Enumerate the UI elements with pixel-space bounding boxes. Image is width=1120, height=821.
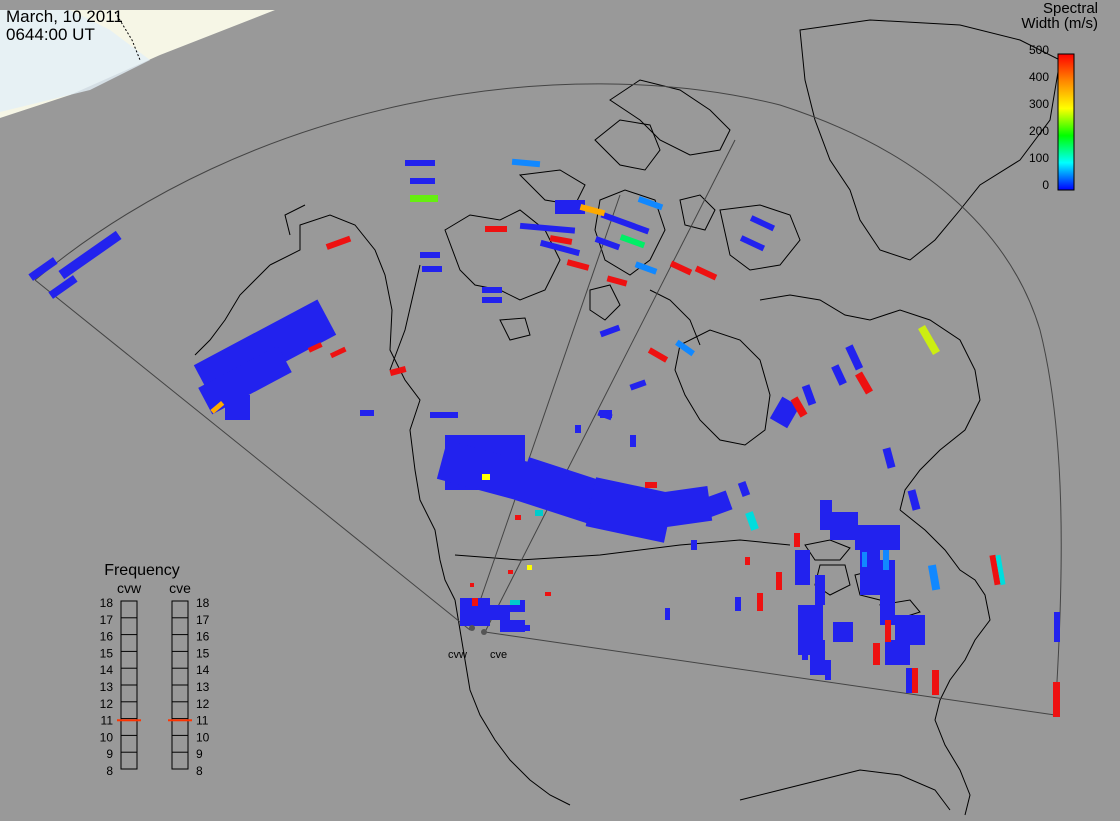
spectral-width-colorbar: Spectral Width (m/s) 500 400 300 200 100 0 bbox=[1021, 0, 1098, 192]
colorbar-tick-label: 300 bbox=[1029, 97, 1049, 111]
frequency-tick-label-left: 16 bbox=[100, 630, 114, 644]
frequency-label-cve: cve bbox=[169, 580, 191, 596]
colorbar-tick-label: 200 bbox=[1029, 124, 1049, 138]
colorbar-tick-label: 100 bbox=[1029, 151, 1049, 165]
frequency-tick-label-right: 9 bbox=[196, 747, 203, 761]
colorbar-title-2: Width (m/s) bbox=[1021, 15, 1098, 32]
frequency-marker-cvw bbox=[117, 719, 141, 722]
timestamp: March, 10 2011 0644:00 UT bbox=[6, 7, 123, 44]
frequency-panel: Frequency cvw cve 18 18 17 17 16 16 15 15 14 14 13… bbox=[100, 562, 210, 778]
frequency-tick-label-right: 16 bbox=[196, 630, 210, 644]
frequency-tick-label-left: 8 bbox=[106, 764, 113, 778]
colorbar-tick-label: 400 bbox=[1029, 70, 1049, 84]
borders bbox=[389, 264, 791, 561]
colorbar-gradient bbox=[1057, 53, 1075, 191]
radar-label-cvw: cvw bbox=[448, 649, 467, 661]
frequency-tick-label-right: 14 bbox=[196, 663, 210, 677]
frequency-tick-label-right: 10 bbox=[196, 730, 210, 744]
frequency-tick-label-right: 11 bbox=[196, 714, 209, 728]
frequency-tick-label-left: 9 bbox=[106, 747, 113, 761]
frequency-tick-label-left: 11 bbox=[101, 714, 114, 728]
frequency-marker-cve bbox=[168, 719, 192, 722]
frequency-tick-label-left: 15 bbox=[100, 646, 114, 660]
frequency-tick-label-left: 18 bbox=[100, 596, 114, 610]
frequency-tick-label-right: 18 bbox=[196, 596, 210, 610]
coastlines bbox=[194, 19, 1061, 816]
frequency-tick-label-left: 10 bbox=[100, 730, 114, 744]
frequency-tick-label-left: 17 bbox=[100, 613, 114, 627]
frequency-tick-label-right: 13 bbox=[196, 680, 210, 694]
frequency-label-cvw: cvw bbox=[117, 580, 142, 596]
radar-sites: cvw cve bbox=[448, 625, 507, 661]
colorbar-title-1: Spectral bbox=[1043, 0, 1098, 17]
colorbar-tick-label: 500 bbox=[1029, 43, 1049, 57]
frequency-tick-label-right: 8 bbox=[196, 764, 203, 778]
frequency-title: Frequency bbox=[104, 562, 180, 579]
frequency-tick-label-left: 13 bbox=[100, 680, 114, 694]
date-label: March, 10 2011 bbox=[6, 7, 123, 26]
frequency-tick-label-right: 15 bbox=[196, 646, 210, 660]
frequency-tick-label-left: 14 bbox=[100, 663, 114, 677]
time-label: 0644:00 UT bbox=[6, 25, 95, 44]
frequency-tick-label-right: 17 bbox=[196, 613, 210, 627]
radar-label-cve: cve bbox=[490, 649, 507, 661]
daylight-region bbox=[0, 10, 275, 118]
frequency-tick-label-left: 12 bbox=[100, 697, 114, 711]
scatter-echoes bbox=[28, 158, 1060, 717]
frequency-tick-label-right: 12 bbox=[196, 697, 210, 711]
colorbar-tick-label: 0 bbox=[1042, 178, 1049, 192]
field-of-view bbox=[34, 83, 1062, 716]
